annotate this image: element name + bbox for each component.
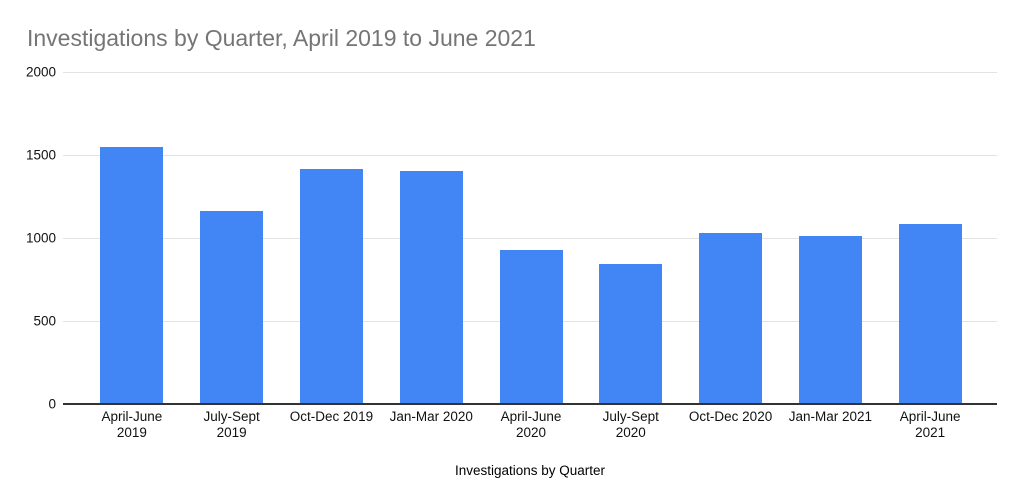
bar-slot bbox=[681, 72, 781, 404]
y-tick-label: 1000 bbox=[25, 230, 56, 246]
x-tick-label: Oct-Dec 2019 bbox=[289, 409, 374, 424]
bar bbox=[100, 146, 164, 404]
x-tick-label: April-June 2019 bbox=[101, 409, 163, 440]
bar-slot bbox=[182, 72, 282, 404]
y-tick-label: 0 bbox=[48, 396, 56, 412]
x-tick-label: July-Sept 2020 bbox=[602, 409, 659, 440]
x-tick-label: July-Sept 2019 bbox=[203, 409, 260, 440]
bar bbox=[898, 223, 962, 404]
y-tick-label: 2000 bbox=[25, 64, 56, 80]
gridline bbox=[63, 155, 997, 156]
bar bbox=[499, 249, 563, 404]
bar-slot bbox=[282, 72, 382, 404]
bar-slot bbox=[481, 72, 581, 404]
plot-area bbox=[63, 72, 997, 405]
bar bbox=[399, 170, 463, 404]
gridline bbox=[63, 238, 997, 239]
chart-title: Investigations by Quarter, April 2019 to… bbox=[27, 25, 536, 51]
x-tick-label: Oct-Dec 2020 bbox=[688, 409, 773, 424]
y-axis: 0 500 1000 1500 2000 bbox=[0, 65, 56, 412]
bar bbox=[599, 263, 663, 404]
gridline bbox=[63, 72, 997, 73]
bar-slot bbox=[381, 72, 481, 404]
bar bbox=[200, 211, 264, 404]
x-tick-label: Jan-Mar 2021 bbox=[788, 409, 872, 424]
bar-series bbox=[82, 72, 980, 404]
x-tick-label: April-June 2021 bbox=[899, 409, 961, 440]
x-tick-label: Jan-Mar 2020 bbox=[389, 409, 473, 424]
y-tick-label: 1500 bbox=[25, 147, 56, 163]
bar-slot bbox=[82, 72, 182, 404]
x-axis-line bbox=[63, 403, 997, 405]
x-axis-title: Investigations by Quarter bbox=[454, 463, 606, 478]
x-axis-labels: April-June 2019 July-Sept 2019 Oct-Dec 201… bbox=[82, 409, 980, 440]
bar bbox=[699, 233, 763, 404]
bar-slot bbox=[780, 72, 880, 404]
x-tick-label: April-June 2020 bbox=[500, 409, 562, 440]
bar bbox=[798, 236, 862, 404]
bar-slot bbox=[581, 72, 681, 404]
bar-slot bbox=[880, 72, 980, 404]
y-tick-label: 500 bbox=[33, 313, 56, 329]
bar bbox=[299, 169, 363, 404]
